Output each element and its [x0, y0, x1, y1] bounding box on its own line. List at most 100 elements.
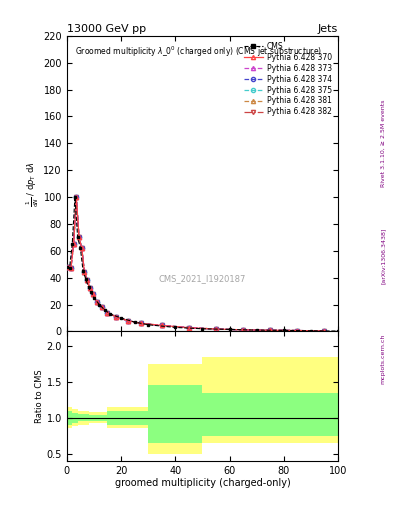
Pythia 6.428 374: [88, 285, 92, 291]
Pythia 6.428 382: [125, 317, 130, 324]
CMS: [83, 276, 88, 282]
Pythia 6.428 374: [295, 328, 299, 334]
Pythia 6.428 373: [105, 310, 110, 316]
Pythia 6.428 382: [241, 327, 245, 333]
Pythia 6.428 382: [322, 328, 327, 334]
Pythia 6.428 381: [268, 327, 273, 333]
Y-axis label: $\frac{1}{\mathrm{d}N}$ / $\mathrm{d}p_\mathrm{T}$ $\mathrm{d}\lambda$: $\frac{1}{\mathrm{d}N}$ / $\mathrm{d}p_\…: [24, 161, 40, 206]
Pythia 6.428 375: [85, 278, 90, 284]
CMS: [67, 265, 72, 271]
Pythia 6.428 381: [77, 234, 81, 241]
CMS: [73, 194, 77, 200]
Pythia 6.428 373: [241, 327, 245, 333]
CMS: [103, 307, 107, 313]
Line: Pythia 6.428 375: Pythia 6.428 375: [66, 195, 327, 333]
Pythia 6.428 382: [139, 321, 144, 327]
Pythia 6.428 382: [105, 310, 110, 316]
Pythia 6.428 373: [71, 241, 76, 247]
Pythia 6.428 375: [113, 314, 118, 320]
Pythia 6.428 370: [100, 304, 105, 310]
Pythia 6.428 374: [79, 245, 84, 251]
Pythia 6.428 381: [68, 265, 73, 271]
Pythia 6.428 374: [74, 194, 79, 200]
Pythia 6.428 382: [295, 328, 299, 334]
CMS: [86, 284, 91, 290]
Pythia 6.428 375: [66, 264, 70, 270]
Pythia 6.428 381: [90, 291, 95, 297]
Pythia 6.428 375: [268, 327, 273, 333]
Text: CMS_2021_I1920187: CMS_2021_I1920187: [159, 274, 246, 283]
Pythia 6.428 373: [214, 326, 219, 332]
Pythia 6.428 370: [74, 194, 79, 200]
Pythia 6.428 370: [71, 241, 76, 247]
Pythia 6.428 373: [79, 245, 84, 251]
Pythia 6.428 381: [160, 323, 164, 329]
CMS: [119, 315, 123, 321]
Pythia 6.428 382: [79, 245, 84, 251]
Pythia 6.428 370: [241, 327, 245, 333]
Pythia 6.428 370: [90, 291, 95, 297]
Pythia 6.428 381: [74, 194, 79, 200]
Pythia 6.428 370: [139, 321, 144, 327]
Pythia 6.428 370: [125, 317, 130, 324]
Pythia 6.428 382: [90, 291, 95, 297]
Pythia 6.428 370: [295, 328, 299, 334]
Pythia 6.428 381: [139, 321, 144, 327]
Pythia 6.428 375: [74, 194, 79, 200]
Line: Pythia 6.428 382: Pythia 6.428 382: [66, 195, 327, 333]
Pythia 6.428 374: [77, 234, 81, 241]
Pythia 6.428 382: [82, 269, 87, 275]
CMS: [81, 268, 85, 274]
Pythia 6.428 375: [77, 234, 81, 241]
Y-axis label: Ratio to CMS: Ratio to CMS: [35, 369, 44, 423]
CMS: [78, 245, 83, 251]
Pythia 6.428 370: [66, 264, 70, 270]
CMS: [227, 326, 232, 332]
Line: Pythia 6.428 381: Pythia 6.428 381: [66, 195, 327, 333]
CMS: [132, 319, 137, 325]
Pythia 6.428 375: [79, 245, 84, 251]
Pythia 6.428 375: [100, 304, 105, 310]
Pythia 6.428 381: [85, 278, 90, 284]
Pythia 6.428 373: [100, 304, 105, 310]
Pythia 6.428 373: [77, 234, 81, 241]
CMS: [89, 289, 94, 295]
CMS: [309, 328, 313, 334]
Pythia 6.428 373: [74, 194, 79, 200]
Pythia 6.428 370: [77, 234, 81, 241]
Pythia 6.428 373: [85, 278, 90, 284]
Pythia 6.428 370: [113, 314, 118, 320]
Pythia 6.428 382: [88, 285, 92, 291]
Pythia 6.428 375: [139, 321, 144, 327]
Pythia 6.428 370: [82, 269, 87, 275]
Pythia 6.428 373: [68, 265, 73, 271]
CMS: [281, 327, 286, 333]
Text: [arXiv:1306.3438]: [arXiv:1306.3438]: [381, 228, 386, 284]
Text: 13000 GeV pp: 13000 GeV pp: [67, 24, 146, 34]
Pythia 6.428 382: [74, 194, 79, 200]
Pythia 6.428 374: [139, 321, 144, 327]
Pythia 6.428 374: [66, 264, 70, 270]
Line: Pythia 6.428 370: Pythia 6.428 370: [66, 195, 327, 333]
Pythia 6.428 373: [160, 323, 164, 329]
Pythia 6.428 375: [105, 310, 110, 316]
Text: mcplots.cern.ch: mcplots.cern.ch: [381, 333, 386, 383]
Pythia 6.428 374: [68, 265, 73, 271]
Pythia 6.428 370: [68, 265, 73, 271]
Pythia 6.428 374: [268, 327, 273, 333]
Line: Pythia 6.428 374: Pythia 6.428 374: [66, 195, 327, 333]
Pythia 6.428 375: [322, 328, 327, 334]
Pythia 6.428 374: [100, 304, 105, 310]
Pythia 6.428 381: [113, 314, 118, 320]
Pythia 6.428 370: [160, 323, 164, 329]
Pythia 6.428 374: [322, 328, 327, 334]
Pythia 6.428 381: [82, 269, 87, 275]
Pythia 6.428 375: [68, 265, 73, 271]
Pythia 6.428 382: [66, 264, 70, 270]
Text: Groomed multiplicity $\lambda\_0^0$ (charged only) (CMS jet substructure): Groomed multiplicity $\lambda\_0^0$ (cha…: [75, 45, 322, 59]
Pythia 6.428 370: [322, 328, 327, 334]
Pythia 6.428 381: [94, 299, 99, 305]
Pythia 6.428 370: [268, 327, 273, 333]
Pythia 6.428 382: [187, 325, 191, 331]
Pythia 6.428 374: [113, 314, 118, 320]
